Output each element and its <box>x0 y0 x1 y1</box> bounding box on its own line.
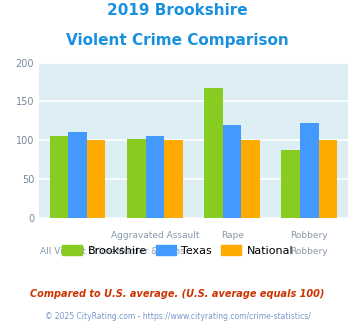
Bar <box>164 140 183 218</box>
Bar <box>87 140 105 218</box>
Bar <box>50 136 69 218</box>
Legend: Brookshire, Texas, National: Brookshire, Texas, National <box>58 241 297 260</box>
Text: Rape: Rape <box>221 231 244 240</box>
Text: Aggravated Assault: Aggravated Assault <box>111 231 199 240</box>
Text: All Violent Crime: All Violent Crime <box>40 248 115 256</box>
Text: Robbery: Robbery <box>290 231 328 240</box>
Bar <box>204 87 223 218</box>
Bar <box>127 140 146 218</box>
Bar <box>282 150 300 218</box>
Text: Violent Crime Comparison: Violent Crime Comparison <box>66 33 289 48</box>
Bar <box>69 132 87 218</box>
Text: © 2025 CityRating.com - https://www.cityrating.com/crime-statistics/: © 2025 CityRating.com - https://www.city… <box>45 312 310 321</box>
Text: 2019 Brookshire: 2019 Brookshire <box>107 3 248 18</box>
Bar <box>241 140 260 218</box>
Bar <box>146 136 164 218</box>
Bar <box>300 123 318 218</box>
Text: Robbery: Robbery <box>290 248 328 256</box>
Text: Compared to U.S. average. (U.S. average equals 100): Compared to U.S. average. (U.S. average … <box>30 289 325 299</box>
Bar <box>223 125 241 218</box>
Text: Murder & Mans...: Murder & Mans... <box>116 248 193 256</box>
Bar <box>318 140 337 218</box>
